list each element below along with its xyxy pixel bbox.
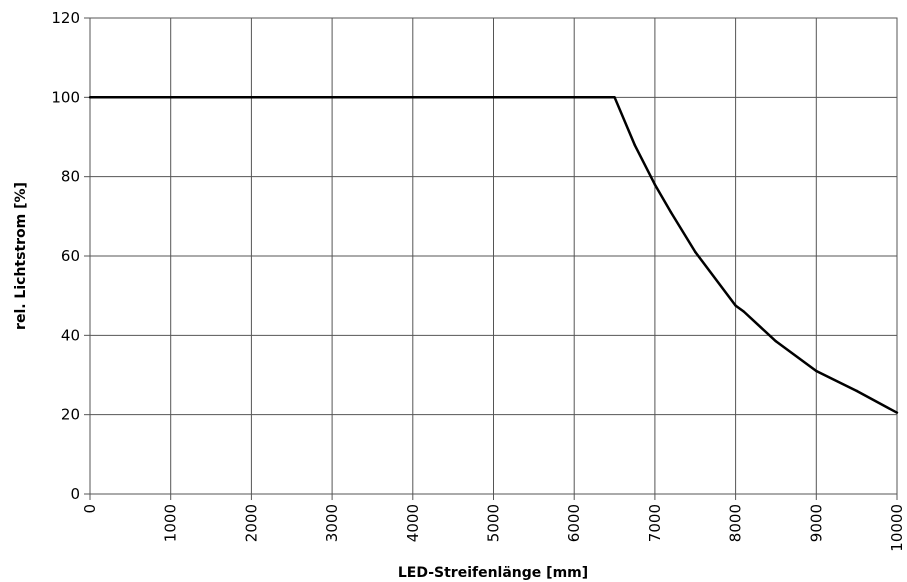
data-point — [895, 411, 899, 414]
x-tick-label: 7000 — [646, 504, 664, 542]
series-line — [90, 96, 898, 414]
data-point — [855, 389, 858, 393]
x-axis-ticks: 0 1000 2000 3000 4000 5000 6000 7000 8000 9000 100… — [81, 494, 906, 552]
data-point — [694, 250, 697, 254]
x-tick-label: 8000 — [727, 504, 745, 542]
x-tick-label: 0 — [81, 504, 99, 514]
y-axis-title: rel. Lichtstrom [%] — [13, 182, 29, 330]
grid — [89, 17, 898, 495]
y-tick-label: 100 — [51, 88, 80, 106]
x-tick-label: 6000 — [565, 504, 583, 542]
x-tick-label: 1000 — [162, 504, 180, 542]
y-axis-ticks: 0 20 40 60 80 100 120 — [51, 9, 90, 503]
x-tick-label: 5000 — [485, 504, 503, 542]
y-tick-label: 40 — [61, 326, 80, 344]
data-point — [653, 183, 657, 186]
x-tick-label: 10000 — [888, 504, 906, 552]
data-point — [88, 96, 92, 99]
data-point — [633, 143, 636, 147]
data-point — [774, 340, 778, 343]
x-tick-label: 4000 — [404, 504, 422, 542]
data-point — [815, 369, 818, 373]
data-point — [613, 96, 616, 99]
y-tick-label: 20 — [61, 406, 80, 424]
y-tick-label: 80 — [61, 168, 80, 186]
x-axis-title: LED-Streifenlänge [mm] — [398, 565, 588, 581]
x-tick-label: 9000 — [807, 504, 825, 542]
x-tick-label: 2000 — [242, 504, 260, 542]
y-tick-label: 0 — [70, 485, 80, 503]
data-point — [669, 211, 673, 214]
y-tick-label: 60 — [61, 247, 80, 265]
y-tick-label: 120 — [51, 9, 80, 27]
series-layer — [88, 96, 899, 414]
data-point — [742, 310, 745, 313]
x-tick-label: 3000 — [323, 504, 341, 542]
data-point — [734, 304, 737, 307]
